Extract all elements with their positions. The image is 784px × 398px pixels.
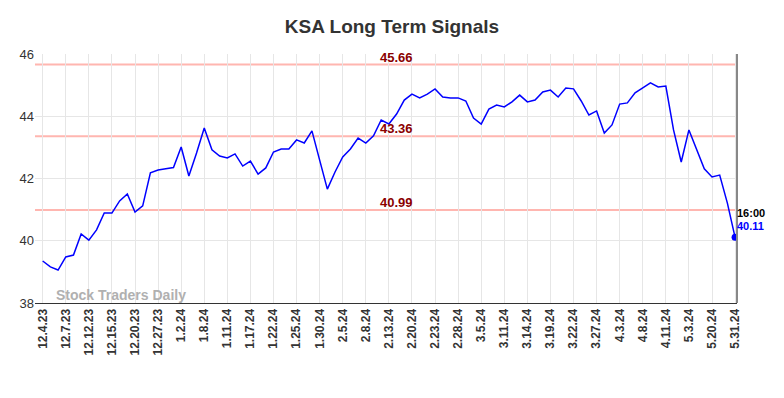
svg-text:40.11: 40.11 [737,220,764,232]
svg-text:2.13.24: 2.13.24 [382,308,396,348]
svg-text:2.5.24: 2.5.24 [336,308,350,342]
svg-text:2.23.24: 2.23.24 [428,308,442,348]
svg-text:12.27.23: 12.27.23 [151,308,165,355]
svg-text:3.14.24: 3.14.24 [520,308,534,348]
svg-text:1.30.24: 1.30.24 [313,308,327,348]
svg-text:5.20.24: 5.20.24 [705,308,719,348]
svg-text:12.20.23: 12.20.23 [128,308,142,355]
svg-text:43.36: 43.36 [380,121,413,136]
svg-text:38: 38 [20,296,34,311]
svg-text:KSA Long Term Signals: KSA Long Term Signals [285,16,499,37]
svg-text:2.28.24: 2.28.24 [451,308,465,348]
svg-text:45.66: 45.66 [380,50,413,65]
svg-text:5.31.24: 5.31.24 [728,308,742,348]
svg-text:40: 40 [20,233,34,248]
svg-text:3.27.24: 3.27.24 [590,308,604,348]
svg-text:3.11.24: 3.11.24 [497,308,511,348]
svg-text:12.4.23: 12.4.23 [36,308,50,348]
svg-text:5.3.24: 5.3.24 [682,308,696,342]
svg-text:3.22.24: 3.22.24 [566,308,580,348]
svg-text:1.25.24: 1.25.24 [289,308,303,348]
svg-text:4.8.24: 4.8.24 [636,308,650,342]
svg-text:4.3.24: 4.3.24 [613,308,627,342]
svg-text:3.19.24: 3.19.24 [543,308,557,348]
svg-text:3.5.24: 3.5.24 [474,308,488,342]
svg-text:12.7.23: 12.7.23 [59,308,73,348]
svg-text:1.22.24: 1.22.24 [266,308,280,348]
svg-text:1.8.24: 1.8.24 [197,308,211,342]
svg-text:40.99: 40.99 [380,195,413,210]
svg-text:44: 44 [20,109,34,124]
svg-text:1.11.24: 1.11.24 [220,308,234,348]
svg-text:46: 46 [20,47,34,62]
svg-text:2.20.24: 2.20.24 [405,308,419,348]
svg-text:Stock Traders Daily: Stock Traders Daily [56,287,186,303]
svg-text:12.12.23: 12.12.23 [82,308,96,355]
svg-text:12.15.23: 12.15.23 [105,308,119,355]
svg-text:1.17.24: 1.17.24 [243,308,257,348]
svg-text:2.8.24: 2.8.24 [359,308,373,342]
svg-text:16:00: 16:00 [737,207,765,219]
svg-text:1.2.24: 1.2.24 [174,308,188,342]
svg-text:42: 42 [20,171,34,186]
svg-text:4.11.24: 4.11.24 [659,308,673,348]
